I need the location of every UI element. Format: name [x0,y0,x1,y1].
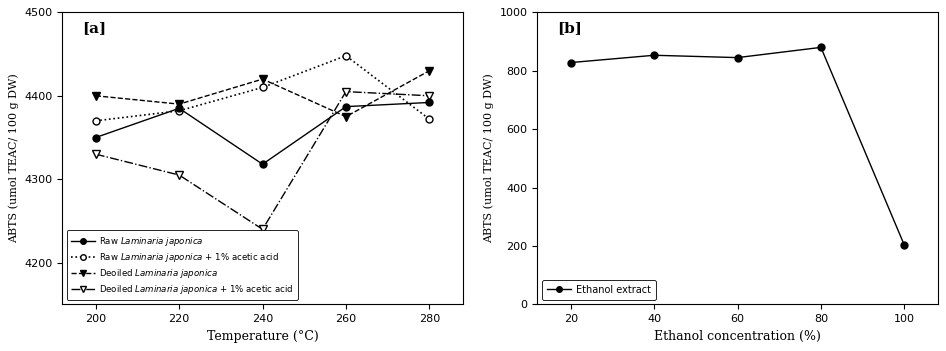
X-axis label: Temperature (°C): Temperature (°C) [206,330,319,343]
Legend: Raw $\it{Laminaria\ japonica}$, Raw $\it{Laminaria\ japonica}$ + 1% acetic acid,: Raw $\it{Laminaria\ japonica}$, Raw $\it… [67,230,298,300]
Y-axis label: ABTS (umol TEAC/ 100 g DW): ABTS (umol TEAC/ 100 g DW) [9,73,19,243]
Y-axis label: ABTS (umol TEAC/ 100 g DW): ABTS (umol TEAC/ 100 g DW) [483,73,494,243]
Text: [b]: [b] [557,21,583,35]
Legend: Ethanol extract: Ethanol extract [542,280,657,299]
Text: [a]: [a] [82,21,107,35]
X-axis label: Ethanol concentration (%): Ethanol concentration (%) [654,330,821,343]
